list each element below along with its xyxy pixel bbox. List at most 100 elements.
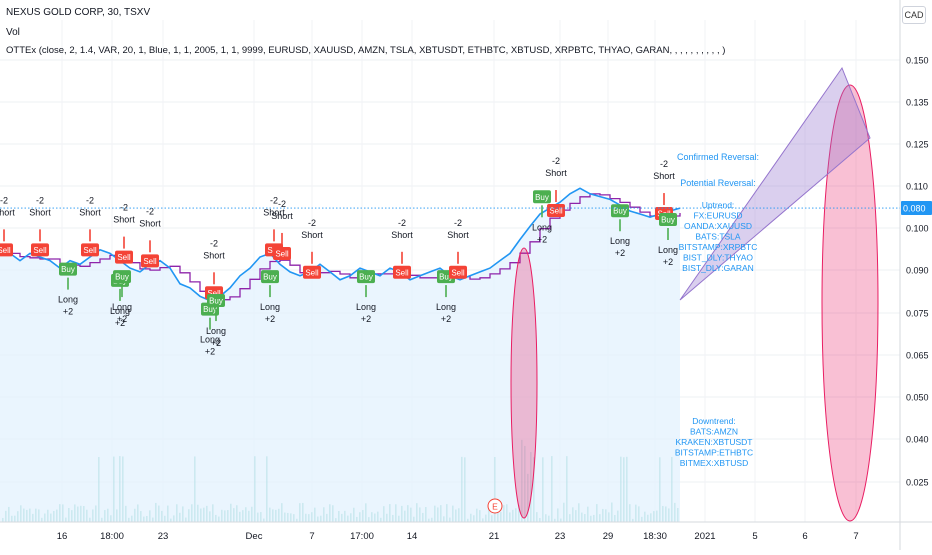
signal-label: Sell	[207, 289, 221, 298]
downtrend-line: BITMEX:XBTUSD	[680, 458, 748, 468]
x-tick-label: 21	[489, 531, 500, 542]
signal-label: Sell	[117, 253, 131, 262]
sell-signal	[115, 250, 133, 264]
signal-caption: Short	[653, 171, 675, 181]
signal-caption: +2	[663, 257, 673, 267]
signal-caption: -2	[210, 238, 218, 248]
signal-caption: Long	[610, 236, 630, 246]
signal-caption: Short	[271, 211, 293, 221]
annotations: Confirmed Reversal: Potential Reversal: Up…	[487, 152, 759, 514]
y-tick-label: 0.135	[906, 98, 929, 108]
signal-caption: Long	[356, 302, 376, 312]
signal-caption: Long	[206, 326, 226, 336]
buy-signal	[357, 270, 375, 284]
sell-signal	[449, 265, 467, 279]
x-tick-label: 2021	[694, 531, 715, 542]
y-tick-label: 0.075	[906, 309, 929, 319]
signal-caption: -2	[36, 195, 44, 205]
x-tick-label: 14	[407, 531, 418, 542]
x-tick-label: 17:00	[350, 531, 374, 542]
signal-caption: Short	[545, 168, 567, 178]
signal-caption: -2	[0, 195, 8, 205]
signal-caption: Long	[436, 302, 456, 312]
signal-caption: -2	[86, 195, 94, 205]
signal-caption: -2	[278, 199, 286, 209]
sell-signal	[393, 265, 411, 279]
event-marker	[487, 498, 503, 514]
sell-signal	[141, 254, 159, 268]
projection-triangle	[679, 66, 871, 301]
x-tick-label: 7	[309, 531, 314, 542]
x-tick-label: 16	[57, 531, 68, 542]
confirmed-reversal-label: Confirmed Reversal:	[677, 152, 759, 162]
signal-caption: Short	[203, 250, 225, 260]
signal-caption: Short	[391, 230, 413, 240]
signal-caption: Long	[260, 302, 280, 312]
signal-caption: Long	[200, 335, 220, 345]
event-marker-label: E	[492, 502, 498, 512]
x-tick-label: 6	[802, 531, 807, 542]
buy-signal	[611, 204, 629, 218]
uptrend-line: FX:EURUSD	[693, 211, 742, 221]
downtrend-line: BITSTAMP:ETHBTC	[675, 448, 753, 458]
signal-caption: Short	[139, 218, 161, 228]
indicator-legend[interactable]: OTTEx (close, 2, 1.4, VAR, 20, 1, Blue, …	[6, 45, 726, 56]
signal-caption: Long	[110, 306, 130, 316]
signal-caption: Short	[29, 207, 51, 217]
potential-reversal-label: Potential Reversal:	[680, 178, 756, 188]
currency-button[interactable]: CAD	[902, 6, 926, 24]
signal-caption: +2	[537, 234, 547, 244]
downtrend-line: Downtrend:	[692, 416, 735, 426]
signal-label: Buy	[661, 216, 675, 225]
signal-label: Sell	[549, 207, 563, 216]
sell-signal	[303, 265, 321, 279]
uptrend-line: BIST_DLY:THYAO	[683, 253, 753, 263]
x-tick-label: Dec	[246, 531, 263, 542]
y-tick-label: 0.150	[906, 56, 929, 66]
signal-caption: Long	[58, 295, 78, 305]
x-tick-label: 29	[603, 531, 614, 542]
signal-caption: -2	[660, 159, 668, 169]
signal-caption: +2	[211, 338, 221, 348]
signals: Sell-2ShortSell-2ShortBuyLong+2Sell-2Sho…	[0, 156, 678, 357]
signal-label: Sell	[395, 268, 409, 277]
sell-signal	[31, 243, 49, 257]
signal-caption: -2	[552, 156, 560, 166]
x-tick-label: 23	[158, 531, 169, 542]
reversal-ellipse	[510, 247, 538, 519]
signal-caption: Short	[447, 230, 469, 240]
signal-label: Sell	[305, 268, 319, 277]
signal-caption: Long	[532, 222, 552, 232]
sell-signal	[273, 246, 291, 260]
current-price-badge	[901, 201, 932, 216]
uptrend-line: BATS:TSLA	[695, 232, 741, 242]
signal-caption: Short	[0, 207, 15, 217]
buy-signal	[261, 270, 279, 284]
signal-caption: -2	[120, 203, 128, 213]
signal-caption: -2	[270, 195, 278, 205]
signal-label: Buy	[535, 193, 549, 202]
uptrend-line: BITSTAMP:XRPBTC	[679, 242, 758, 252]
x-tick-label: 7	[853, 531, 858, 542]
signal-label: Sell	[83, 246, 97, 255]
signal-caption: Short	[113, 215, 135, 225]
downtrend-line: BATS:AMZN	[690, 427, 738, 437]
y-tick-label: 0.125	[906, 140, 929, 150]
signal-label: Buy	[209, 297, 223, 306]
signal-caption: Short	[301, 230, 323, 240]
signal-caption: Short	[79, 207, 101, 217]
uptrend-line: OANDA:XAUUSD	[684, 221, 752, 231]
y-tick-label: 0.065	[906, 351, 929, 361]
signal-caption: +2	[361, 314, 371, 324]
signal-label: Buy	[61, 265, 75, 274]
signal-caption: Short	[263, 207, 285, 217]
signal-caption: Long	[658, 245, 678, 255]
signal-caption: +2	[117, 314, 127, 324]
x-tick-label: 23	[555, 531, 566, 542]
price-area	[0, 188, 680, 523]
signal-caption: +2	[615, 248, 625, 258]
volume-label: Vol	[6, 27, 20, 38]
signal-caption: +2	[63, 307, 73, 317]
